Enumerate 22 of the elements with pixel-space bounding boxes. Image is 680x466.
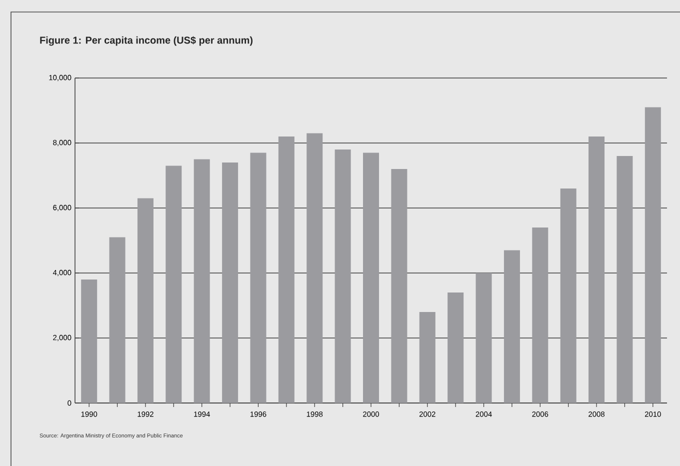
bar — [166, 166, 182, 403]
bar — [306, 133, 323, 403]
bar — [560, 188, 576, 403]
bar — [391, 168, 408, 403]
bar — [419, 312, 436, 403]
bar — [222, 162, 238, 403]
bar — [616, 156, 633, 403]
bar — [334, 149, 351, 403]
bar — [644, 107, 661, 403]
bar — [137, 198, 154, 403]
bar — [363, 152, 380, 403]
bar — [476, 272, 492, 403]
bar — [448, 292, 464, 403]
bar — [109, 237, 126, 403]
bar — [588, 136, 605, 403]
chart-title: Figure 1: Per capita income (US$ per annum) — [40, 36, 253, 46]
bar — [504, 250, 520, 403]
bar — [532, 227, 548, 403]
bar — [81, 279, 98, 403]
bar — [278, 136, 294, 403]
bar — [250, 152, 266, 403]
bar — [194, 159, 210, 403]
